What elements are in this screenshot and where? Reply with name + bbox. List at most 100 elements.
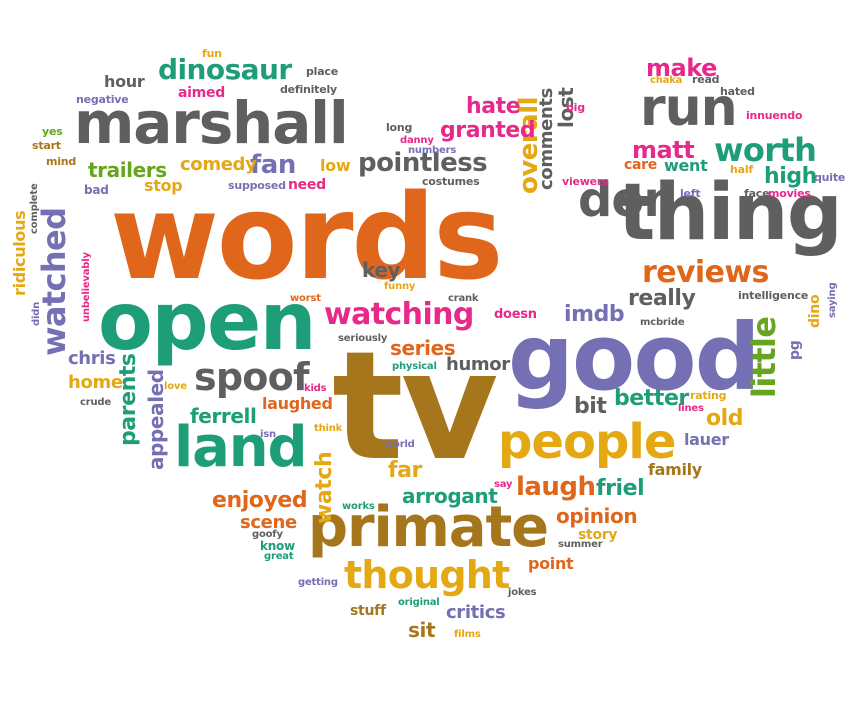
word: care — [624, 157, 658, 173]
word: viewers — [562, 175, 609, 188]
word: jokes — [508, 587, 537, 598]
word: quite — [814, 171, 846, 184]
word: enjoyed — [212, 488, 308, 513]
word: think — [314, 423, 343, 434]
word: original — [398, 597, 440, 608]
word: bad — [84, 183, 109, 197]
word: appealed — [144, 369, 168, 470]
word: hate — [466, 94, 521, 119]
word: intelligence — [738, 289, 809, 302]
word: high — [764, 164, 817, 189]
word: mcbride — [640, 317, 685, 328]
word: open — [98, 275, 317, 368]
word: laugh — [516, 472, 596, 502]
word: fan — [250, 150, 296, 180]
word: great — [264, 551, 294, 562]
word: stop — [144, 176, 183, 195]
word: crude — [80, 397, 111, 408]
word: isn — [260, 429, 276, 440]
word: words — [110, 168, 504, 306]
word: home — [68, 372, 123, 393]
word: key — [362, 258, 401, 282]
word: chaka — [650, 75, 683, 86]
word: land — [174, 415, 308, 480]
word: trailers — [88, 158, 167, 182]
word: pg — [787, 340, 803, 360]
word: humor — [446, 354, 510, 375]
word: opinion — [556, 504, 638, 528]
word: didn — [31, 301, 42, 326]
word: supposed — [228, 179, 286, 192]
word: dino — [807, 294, 823, 328]
word: danny — [400, 135, 434, 146]
word: big — [566, 101, 585, 114]
word: marshall — [74, 89, 349, 157]
word: mind — [46, 155, 77, 168]
word: sit — [408, 618, 436, 642]
word: friel — [596, 476, 645, 501]
word: rating — [690, 389, 727, 402]
word: stuff — [350, 603, 386, 619]
word: little — [745, 316, 783, 398]
word: costumes — [422, 175, 480, 188]
word: point — [528, 554, 574, 573]
word: ferrell — [190, 404, 257, 428]
word: works — [342, 501, 375, 512]
word: good — [508, 304, 761, 411]
word: funny — [384, 281, 416, 292]
word: tv — [332, 320, 498, 494]
word: world — [384, 439, 415, 450]
word: aimed — [178, 85, 225, 101]
word: negative — [76, 93, 129, 106]
word: ridiculous — [10, 210, 29, 296]
word: series — [390, 336, 456, 360]
word: chris — [68, 348, 116, 369]
word: parents — [116, 353, 141, 446]
word: lauer — [684, 430, 729, 449]
word: innuendo — [746, 109, 803, 122]
word: pointless — [358, 148, 488, 178]
word: comedy — [180, 154, 257, 175]
word: laughed — [262, 394, 333, 413]
word: say — [494, 479, 513, 490]
word: doesn — [494, 307, 537, 322]
word: goofy — [252, 529, 283, 540]
word: start — [32, 139, 61, 152]
word: complete — [29, 183, 40, 234]
word: family — [648, 460, 702, 479]
word: low — [320, 156, 351, 175]
word: definitely — [280, 83, 337, 96]
word: watched — [35, 207, 73, 356]
word: saying — [827, 282, 838, 318]
word: bit — [574, 394, 607, 419]
word: summer — [558, 539, 603, 550]
word: need — [288, 177, 326, 193]
word: imdb — [564, 302, 625, 327]
word: place — [306, 65, 338, 78]
word: yes — [42, 125, 63, 138]
word: face — [744, 187, 770, 200]
word: read — [692, 73, 720, 86]
word: watching — [324, 297, 474, 332]
word: people — [498, 414, 676, 470]
word: seriously — [338, 333, 388, 344]
word: really — [628, 286, 696, 311]
word: getting — [298, 577, 338, 588]
word: don — [578, 172, 678, 228]
word: far — [388, 458, 422, 483]
word: better — [614, 386, 689, 411]
word: numbers — [408, 145, 457, 156]
word: primate — [308, 495, 549, 560]
word: granted — [440, 118, 536, 143]
word: make — [646, 54, 717, 82]
word: old — [706, 406, 744, 431]
word: physical — [392, 361, 437, 372]
word: critics — [446, 602, 506, 623]
word: movies — [768, 187, 811, 200]
word: know — [260, 539, 295, 553]
word: crank — [448, 293, 479, 304]
word: half — [730, 163, 753, 176]
word: love — [164, 381, 187, 392]
word: reviews — [642, 255, 769, 290]
